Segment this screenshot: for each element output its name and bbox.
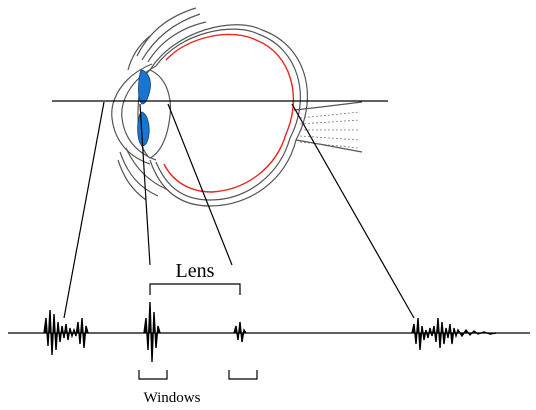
optic-nerve-fibers (299, 111, 361, 149)
leader-lens-front (139, 103, 151, 266)
lens-bracket (149, 283, 241, 295)
sclera-inner-line (155, 28, 301, 201)
upper-eyelid-strokes (127, 7, 207, 71)
leader-lens-back (167, 103, 233, 266)
leader-retina (291, 103, 415, 319)
window-bracket-1 (138, 370, 168, 380)
echo-lens-back (233, 321, 247, 343)
windows-label: Windows (144, 390, 201, 406)
cornea-inner (121, 65, 157, 161)
window-bracket-2 (228, 370, 258, 380)
retina (163, 33, 295, 193)
lens-label: Lens (176, 260, 215, 282)
echo-cornea (43, 309, 89, 356)
optic-nerve (293, 101, 363, 153)
echo-spikes (43, 301, 497, 363)
cornea (111, 63, 153, 165)
sclera (149, 24, 308, 207)
leader-cornea (63, 101, 105, 319)
leader-lines (63, 101, 415, 319)
iris-upper (138, 69, 151, 105)
echo-retina (411, 317, 497, 351)
echo-lens-front (143, 301, 161, 363)
